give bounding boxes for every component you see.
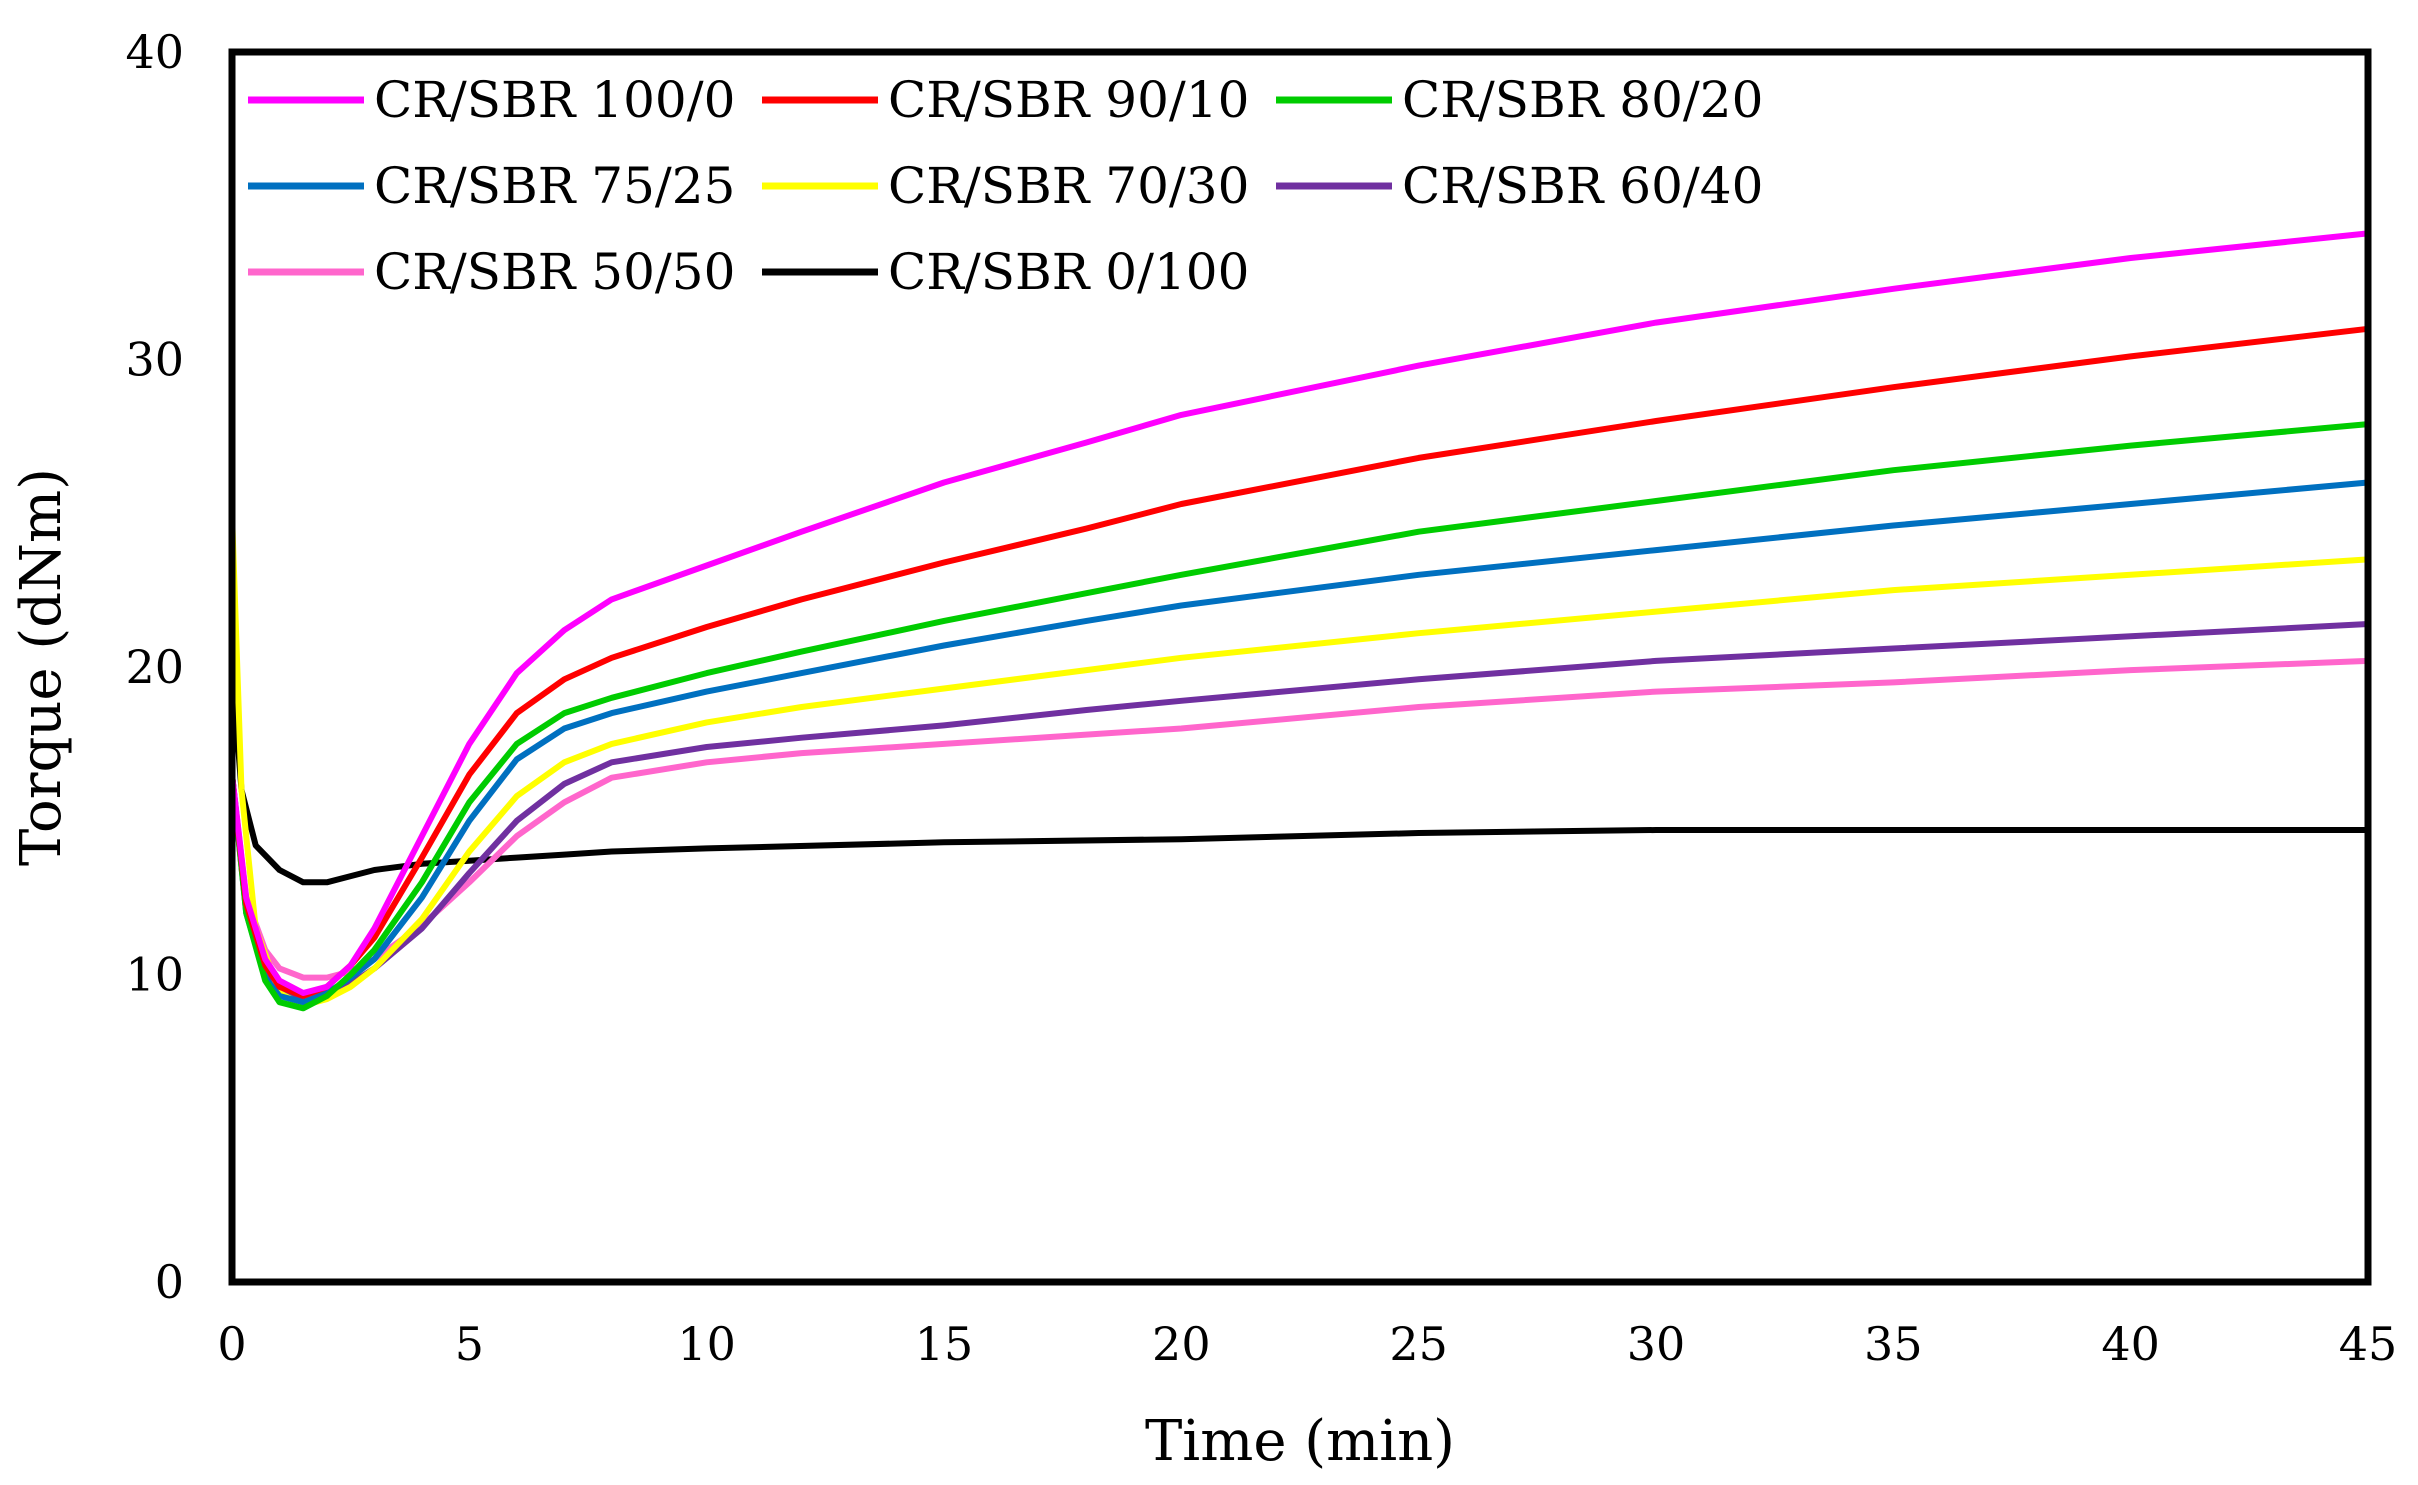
legend-label: CR/SBR 70/30 [888, 157, 1249, 215]
legend-label: CR/SBR 50/50 [374, 243, 735, 301]
y-tick-label: 20 [125, 640, 184, 694]
plot-area-frame [228, 48, 2372, 1286]
y-tick-label: 30 [125, 333, 184, 387]
x-axis-title: Time (min) [1145, 1409, 1455, 1474]
y-axis-ticks: 0 10 20 30 40 [125, 25, 184, 1309]
series-lines [229, 230, 2371, 1012]
x-tick-label: 30 [1627, 1317, 1686, 1371]
legend-label: CR/SBR 75/25 [374, 157, 735, 215]
series-line-1 [229, 230, 2371, 996]
y-tick-label: 0 [155, 1255, 184, 1309]
legend-item-7: CR/SBR 50/50 [248, 243, 735, 301]
legend-item-1: CR/SBR 100/0 [248, 71, 735, 129]
series-line-4 [229, 479, 2371, 1006]
legend-item-4: CR/SBR 75/25 [248, 157, 735, 215]
y-tick-label: 10 [125, 948, 184, 1002]
legend-label: CR/SBR 100/0 [374, 71, 735, 129]
series-line-8 [229, 664, 2371, 886]
series-line-7 [229, 657, 2371, 981]
legend-item-3: CR/SBR 80/20 [1276, 71, 1763, 129]
legend-label: CR/SBR 60/40 [1402, 157, 1763, 215]
legend-item-5: CR/SBR 70/30 [762, 157, 1249, 215]
x-tick-label: 25 [1389, 1317, 1448, 1371]
legend-label: CR/SBR 90/10 [888, 71, 1249, 129]
x-tick-label: 0 [217, 1317, 246, 1371]
legend-item-2: CR/SBR 90/10 [762, 71, 1249, 129]
legend-label: CR/SBR 0/100 [888, 243, 1249, 301]
x-tick-label: 45 [2339, 1317, 2398, 1371]
x-tick-label: 20 [1152, 1317, 1211, 1371]
legend-item-8: CR/SBR 0/100 [762, 243, 1249, 301]
y-axis-title: Torque (dNm) [9, 468, 74, 866]
x-tick-label: 35 [1864, 1317, 1923, 1371]
y-tick-label: 40 [125, 25, 184, 79]
x-tick-label: 15 [915, 1317, 974, 1371]
x-tick-label: 10 [677, 1317, 736, 1371]
legend-label: CR/SBR 80/20 [1402, 71, 1763, 129]
series-line-3 [229, 421, 2371, 1012]
x-tick-label: 5 [455, 1317, 484, 1371]
x-tick-label: 40 [2101, 1317, 2160, 1371]
series-line-2 [229, 325, 2371, 999]
legend: CR/SBR 100/0 CR/SBR 90/10 CR/SBR 80/20 CR/S… [248, 71, 1763, 301]
x-axis-ticks: 0 5 10 15 20 25 30 35 40 45 [217, 1317, 2397, 1371]
series-line-5 [229, 510, 2371, 1009]
legend-item-6: CR/SBR 60/40 [1276, 157, 1763, 215]
